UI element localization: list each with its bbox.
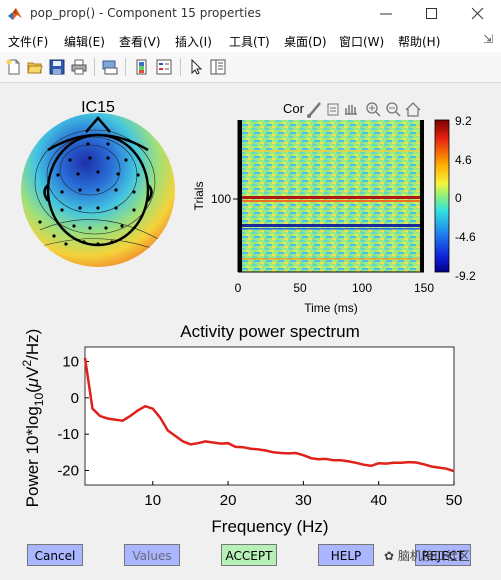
- insert-legend-icon[interactable]: [155, 58, 173, 76]
- reject-button[interactable]: REJECT: [415, 544, 471, 566]
- spectrum-plot-area: [84, 346, 455, 486]
- colorbar-tick: 4.6: [455, 153, 472, 167]
- values-button[interactable]: Values: [124, 544, 180, 566]
- spectrum-xtick-label: 10: [144, 492, 161, 509]
- ylabel-superscript: 2: [20, 360, 34, 367]
- topomap-title: IC15: [81, 99, 115, 116]
- spectrum-title: Activity power spectrum: [180, 322, 360, 341]
- colorbar-tick: -9.2: [455, 269, 476, 283]
- erpimage-ytick: 100: [211, 192, 231, 206]
- spectrum-xlabel: Frequency (Hz): [211, 517, 328, 536]
- minimize-button[interactable]: [363, 0, 409, 28]
- toolbar-separator: [94, 58, 95, 76]
- open-folder-icon[interactable]: [26, 58, 44, 76]
- print-icon[interactable]: [70, 58, 88, 76]
- erp-image-panel: Cor: [192, 101, 476, 315]
- data-tip-icon[interactable]: [327, 103, 339, 116]
- ylabel-open-paren: (: [23, 387, 42, 393]
- spectrum-xtick-label: 50: [446, 492, 463, 509]
- zoom-out-icon[interactable]: [386, 102, 401, 117]
- pointer-icon[interactable]: [187, 58, 205, 76]
- spectrum-xtick-label: 30: [295, 492, 312, 509]
- colorbar-tick: 9.2: [455, 114, 472, 128]
- accept-button[interactable]: ACCEPT: [221, 544, 277, 566]
- close-icon: [471, 7, 484, 20]
- spectrum-ytick-label: -20: [57, 462, 79, 479]
- pan-hand-icon[interactable]: [345, 105, 357, 115]
- toolbar-separator: [125, 58, 126, 76]
- erpimage-xtick: 100: [352, 281, 372, 295]
- maximize-icon: [426, 8, 437, 19]
- watermark-text: 脑机接口社区: [397, 549, 470, 563]
- menu-bar: 文件(F) 编辑(E) 查看(V) 插入(I) 工具(T) 桌面(D) 窗口(W…: [0, 28, 501, 52]
- power-spectrum-chart: Activity power spectrum 10 20 30 40 50 10 0 -10…: [20, 322, 462, 536]
- plot-browser-icon[interactable]: [209, 58, 227, 76]
- ylabel-suffix: /Hz): [23, 329, 42, 360]
- help-button[interactable]: HELP: [318, 544, 374, 566]
- menu-view[interactable]: 查看(V): [119, 35, 161, 49]
- menu-tools[interactable]: 工具(T): [229, 35, 270, 49]
- colorbar-tick: 0: [455, 191, 462, 205]
- window-title: pop_prop() - Component 15 properties: [30, 6, 261, 20]
- spectrum-ytick-label: -10: [57, 426, 79, 443]
- ylabel-subscript: 10: [32, 393, 46, 407]
- colorbar-tick: -4.6: [455, 230, 476, 244]
- print-preview-icon[interactable]: [101, 58, 119, 76]
- insert-colorbar-icon[interactable]: [133, 58, 151, 76]
- colorbar: [434, 119, 450, 273]
- minimize-icon: [380, 13, 392, 15]
- cancel-button[interactable]: Cancel: [27, 544, 83, 566]
- spectrum-ytick-label: 0: [71, 390, 79, 407]
- matlab-app-icon: [8, 8, 22, 20]
- figure-canvas: IC15: [0, 83, 501, 580]
- title-bar: pop_prop() - Component 15 properties: [0, 0, 501, 28]
- maximize-button[interactable]: [409, 0, 455, 28]
- save-icon[interactable]: [48, 58, 66, 76]
- scalp-topography-map: IC15: [21, 99, 175, 267]
- menu-edit[interactable]: 编辑(E): [64, 35, 105, 49]
- spectrum-ylabel: Power 10*log10(μV2/Hz): [20, 329, 46, 508]
- menu-window[interactable]: 窗口(W): [339, 35, 385, 49]
- brush-icon[interactable]: [307, 102, 321, 118]
- erpimage-xtick: 0: [235, 281, 242, 295]
- menu-insert[interactable]: 插入(I): [175, 35, 212, 49]
- menu-help[interactable]: 帮助(H): [398, 35, 441, 49]
- spectrum-xtick-label: 20: [220, 492, 237, 509]
- toolbar: [0, 52, 501, 83]
- new-file-icon[interactable]: [5, 58, 23, 76]
- erpimage-xtick: 150: [414, 281, 434, 295]
- ylabel-mu: μ: [23, 377, 42, 388]
- spectrum-ytick-label: 10: [62, 354, 79, 371]
- ylabel-volt: V: [23, 366, 42, 378]
- menu-file[interactable]: 文件(F): [8, 35, 49, 49]
- close-button[interactable]: [455, 0, 501, 28]
- axes-toolbar: [307, 102, 421, 118]
- spectrum-series-line: [83, 357, 455, 473]
- electrode-markers: [38, 142, 140, 246]
- erpimage-title: Cor: [283, 101, 305, 116]
- toolbar-separator: [180, 58, 181, 76]
- watermark: ✿ 脑机接口社区: [384, 547, 470, 564]
- zoom-in-icon[interactable]: [366, 102, 381, 117]
- spectrum-xtick-label: 40: [370, 492, 387, 509]
- home-icon[interactable]: [405, 102, 421, 117]
- watermark-logo-icon: ✿: [384, 549, 398, 563]
- menu-desktop[interactable]: 桌面(D): [284, 35, 327, 49]
- ylabel-prefix: Power 10*log: [23, 406, 42, 507]
- erpimage-ylabel: Trials: [192, 182, 206, 211]
- erpimage-xtick: 50: [293, 281, 307, 295]
- erpimage-xlabel: Time (ms): [304, 301, 358, 315]
- dock-pin-icon[interactable]: ⇲: [483, 32, 494, 46]
